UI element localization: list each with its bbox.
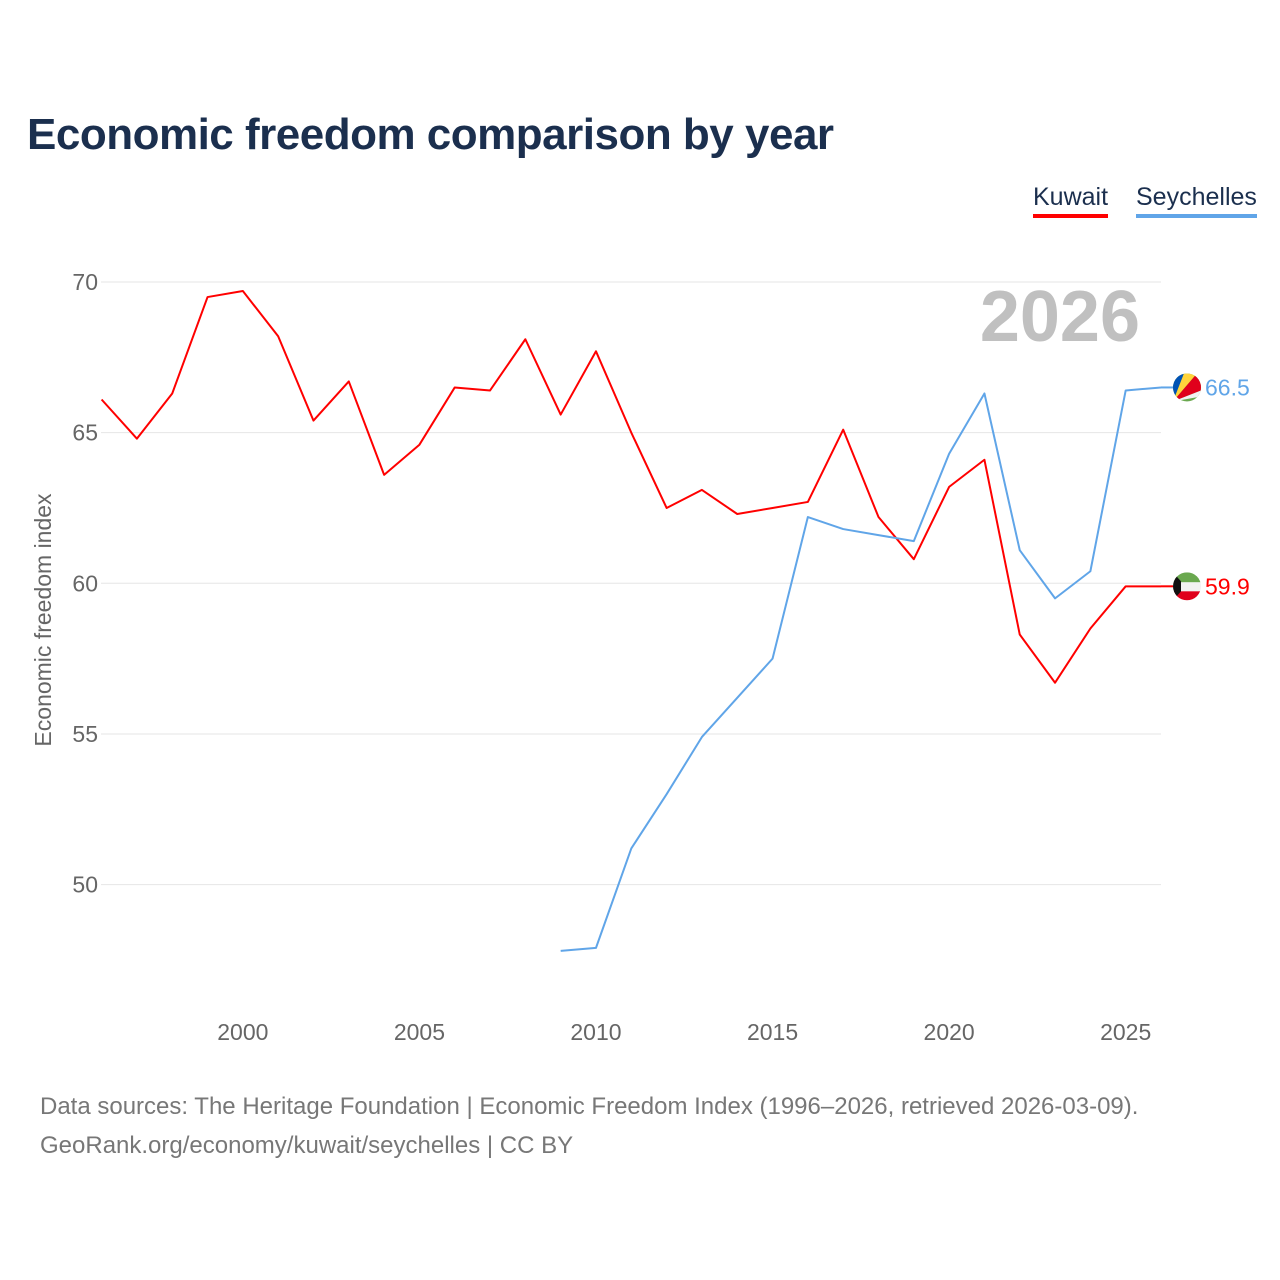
y-tick-label: 55 [72,721,98,747]
x-tick-label: 2010 [570,1019,621,1045]
y-tick-label: 60 [72,570,98,596]
kuwait-flag-icon [1173,572,1201,601]
y-tick-label: 70 [72,269,98,295]
end-value-label: 59.9 [1205,573,1250,599]
x-tick-label: 2000 [217,1019,268,1045]
x-tick-label: 2015 [747,1019,798,1045]
year-watermark: 2026 [980,277,1140,357]
x-tick-label: 2025 [1100,1019,1151,1045]
x-tick-label: 2020 [924,1019,975,1045]
data-source-footer: Data sources: The Heritage Foundation | … [40,1087,1138,1165]
series-line-kuwait[interactable] [100,290,1161,684]
y-tick-label: 65 [72,420,98,446]
y-axis-label: Economic freedom index [30,493,56,747]
x-tick-label: 2005 [394,1019,445,1045]
legend-kuwait[interactable]: Kuwait [1033,183,1109,218]
y-tick-label: 50 [72,872,98,898]
attribution-line: GeoRank.org/economy/kuwait/seychelles | … [40,1132,574,1159]
chart-title: Economic freedom comparison by year [27,110,834,159]
series-line-seychelles[interactable] [560,386,1162,952]
end-value-label: 66.5 [1205,374,1250,400]
seychelles-flag-icon [1173,373,1201,402]
source-line: Data sources: The Heritage Foundation | … [40,1093,1139,1120]
legend-seychelles[interactable]: Seychelles [1136,183,1257,218]
